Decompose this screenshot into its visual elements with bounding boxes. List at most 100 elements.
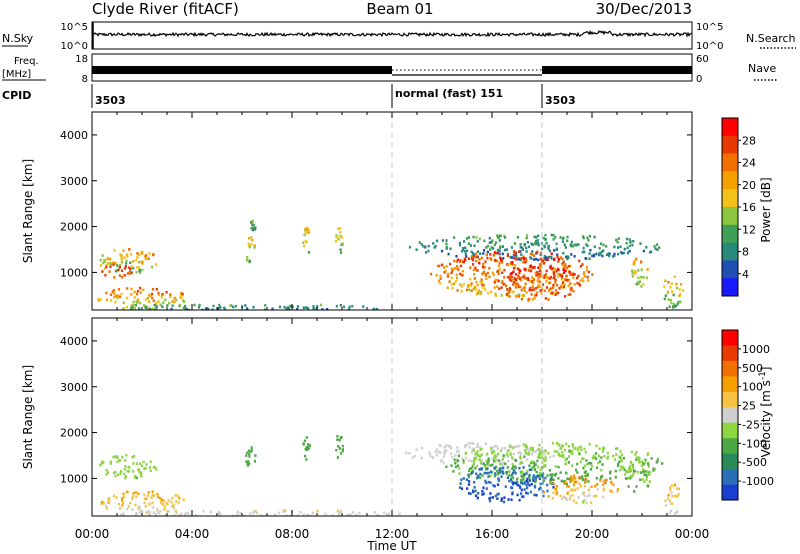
velocity-cell-2 — [243, 514, 246, 516]
velocity-cell-7 — [551, 473, 554, 476]
power-cell-9 — [454, 280, 457, 283]
power-cell-3 — [130, 306, 133, 309]
power-cell-8 — [502, 257, 505, 260]
power-cell-3 — [335, 304, 338, 308]
power-cell-10 — [518, 277, 521, 281]
velocity-cell-7 — [541, 466, 544, 469]
velocity-cell-2 — [260, 514, 263, 516]
power-cell-2 — [109, 299, 113, 302]
velocity-cell-1 — [122, 495, 126, 499]
velocity-cell-8 — [514, 471, 517, 475]
velocity-cell-3 — [253, 460, 256, 463]
power-cell-3 — [219, 306, 222, 309]
power-cell-8 — [566, 255, 569, 258]
velocity-cell-7 — [522, 478, 525, 481]
velocity-cell-6 — [501, 447, 504, 450]
velocity-cell-7 — [529, 447, 532, 450]
power-cell-1 — [113, 276, 116, 279]
velocity-cell-7 — [624, 477, 627, 480]
power-cell-9 — [587, 279, 590, 282]
power-colorbar-tick-label-4: 12 — [742, 223, 756, 236]
velocity-cell-2 — [355, 513, 358, 516]
power-cell-8 — [497, 236, 501, 239]
velocity-cell-7 — [571, 444, 574, 448]
velocity-cell-8 — [521, 495, 524, 499]
power-cell-12 — [678, 288, 681, 291]
power-cell-10 — [541, 283, 545, 286]
power-cell-6 — [304, 229, 307, 233]
velocity-cell-9 — [596, 487, 600, 491]
power-cell-10 — [557, 268, 560, 272]
nsky-tick-top: 10^5 — [61, 22, 88, 33]
power-cell-8 — [519, 258, 522, 262]
power-cell-3 — [144, 306, 147, 309]
velocity-cell-9 — [583, 484, 586, 488]
power-cell-2 — [155, 308, 158, 310]
velocity-cell-7 — [600, 456, 603, 459]
velocity-cell-6 — [531, 452, 534, 456]
power-cell-2 — [146, 305, 149, 309]
power-cell-9 — [560, 278, 563, 281]
power-cell-9 — [470, 255, 473, 258]
velocity-cell-6 — [405, 451, 408, 455]
power-cell-9 — [443, 266, 446, 269]
power-cell-1 — [112, 263, 115, 267]
power-cell-0 — [103, 267, 106, 270]
velocity-cell-3 — [249, 450, 252, 454]
velocity-cell-4 — [305, 436, 308, 439]
velocity-cell-1 — [137, 492, 140, 496]
power-cell-8 — [583, 250, 586, 254]
power-cell-1 — [101, 270, 104, 273]
velocity-cell-0 — [124, 459, 127, 462]
power-cell-9 — [481, 265, 484, 269]
velocity-cell-7 — [582, 478, 585, 482]
velocity-cell-7 — [450, 464, 453, 467]
velocity-cell-7 — [486, 452, 489, 456]
power-cell-10 — [508, 277, 511, 280]
velocity-cell-6 — [542, 449, 545, 453]
power-cell-4 — [247, 242, 250, 246]
power-cell-9 — [494, 258, 497, 262]
velocity-cell-2 — [239, 511, 242, 515]
velocity-cell-7 — [493, 460, 496, 463]
velocity-cell-6 — [457, 450, 460, 453]
velocity-cell-10 — [639, 478, 642, 482]
velocity-cell-6 — [420, 456, 423, 460]
velocity-cell-9 — [584, 477, 587, 481]
power-cell-8 — [547, 255, 551, 259]
velocity-cell-2 — [299, 511, 302, 514]
power-cell-3 — [187, 308, 191, 310]
power-cell-10 — [529, 264, 532, 268]
power-cell-8 — [586, 236, 589, 240]
time-axis-label: Time UT — [366, 539, 417, 553]
power-cell-2 — [122, 301, 125, 305]
velocity-cell-7 — [661, 462, 664, 465]
power-cell-8 — [653, 245, 656, 248]
velocity-cell-7 — [511, 463, 514, 466]
velocity-cell-11 — [670, 502, 674, 505]
power-cell-9 — [511, 263, 514, 266]
velocity-cell-6 — [489, 448, 492, 451]
velocity-cell-7 — [594, 457, 598, 461]
velocity-cell-8 — [480, 467, 483, 471]
power-cell-0 — [152, 253, 155, 256]
power-cell-9 — [478, 258, 481, 261]
velocity-cell-0 — [133, 454, 136, 458]
power-cell-0 — [106, 257, 109, 260]
velocity-cell-6 — [541, 453, 544, 456]
power-cell-8 — [598, 253, 601, 257]
velocity-cell-2 — [154, 512, 157, 516]
power-cell-0 — [141, 268, 144, 272]
velocity-cell-8 — [544, 476, 547, 480]
power-cell-8 — [525, 236, 528, 240]
velocity-cell-7 — [638, 461, 641, 464]
velocity-cell-9 — [576, 480, 579, 484]
power-cell-8 — [534, 242, 538, 246]
power-cell-9 — [557, 260, 560, 263]
velocity-cell-7 — [540, 456, 543, 459]
power-cell-0 — [119, 263, 122, 267]
power-cell-8 — [433, 246, 436, 249]
velocity-cell-6 — [512, 452, 515, 456]
velocity-cell-8 — [518, 484, 521, 488]
velocity-cell-1 — [162, 499, 165, 503]
